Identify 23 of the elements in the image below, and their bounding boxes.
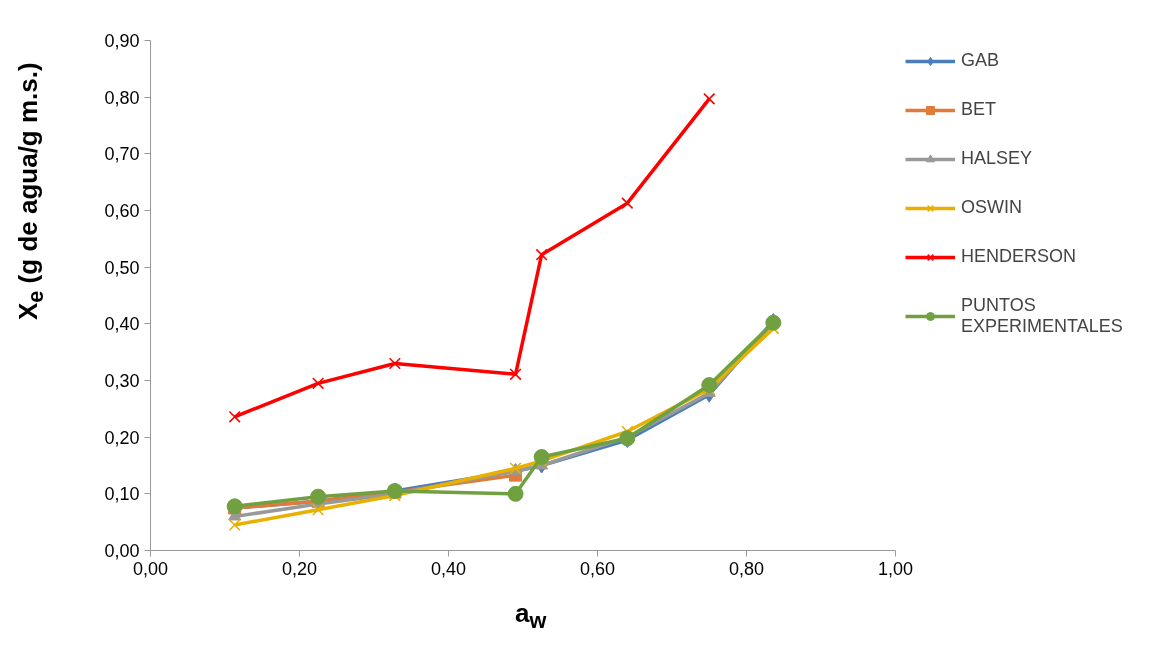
x-tick-label: 0,20 [281,558,318,579]
y-tick-label: 0,70 [104,144,140,165]
x-tick-label: 0,00 [132,558,169,579]
y-tick-label: 0,30 [104,371,140,391]
legend-label: OSWIN [961,197,1022,218]
y-tick-label: 0,20 [104,427,140,448]
y-tick-label: 0,00 [104,541,140,561]
legend-label: BET [961,99,997,120]
y-tick-label: 0,50 [104,257,140,278]
x-tick-label: 0,60 [579,558,616,579]
y-tick-label: 0,40 [104,314,140,335]
y-tick-label: 0,10 [104,484,140,505]
y-tick-label: 0,90 [104,31,140,51]
x-tick-label: 0,80 [728,558,765,579]
x-tick-label: 0,40 [430,558,467,579]
x-tick-label: 1,00 [877,558,914,579]
legend-label: PUNTOS EXPERIMENTALES [961,295,1123,337]
x-axis-title: a$_{w}$ [514,597,547,636]
y-tick-label: 0,60 [104,201,140,221]
legend-label: HALSEY [961,148,1033,169]
legend-label: HENDERSON [961,246,1077,267]
legend-label: GAB [961,50,1000,71]
y-tick-label: 0,80 [104,87,140,108]
